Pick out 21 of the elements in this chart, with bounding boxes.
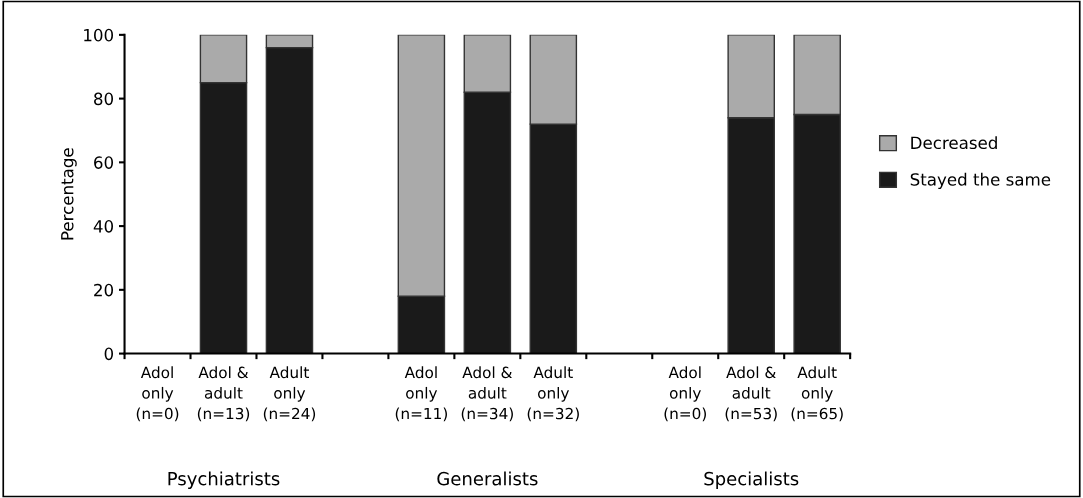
x-tick-label: Adult only (n=32) (527, 366, 579, 422)
x-tick-label: Adol only (n=0) (136, 366, 179, 422)
y-tick-label: 20 (94, 283, 114, 297)
x-tick-label: Adol & adult (n=53) (725, 366, 777, 422)
x-tick-label: Adol only (n=0) (664, 366, 706, 422)
y-tick-label: 60 (94, 156, 114, 169)
legend-label: Decreased (911, 136, 997, 150)
legend-label: Stayed the same (910, 172, 1051, 189)
y-tick-label: 80 (94, 92, 114, 106)
text: Specialists (704, 471, 799, 489)
text: Psychiatrists (168, 471, 280, 489)
x-tick-label: Adol & adult (n=34) (461, 366, 513, 422)
x-tick-label: Adult only (n=24) (263, 366, 316, 422)
y-tick-label: 40 (93, 220, 114, 233)
x-tick-label: Adol & adult (n=13) (197, 366, 250, 422)
y-tick-label: 0 (104, 347, 114, 361)
y-tick-label: 100 (84, 28, 114, 42)
x-tick-label: Adol only (n=11) (395, 366, 447, 422)
y-axis-title: Percentage (61, 148, 77, 240)
text: Generalists (437, 471, 538, 486)
x-tick-label: Adult only (n=65) (791, 366, 843, 422)
